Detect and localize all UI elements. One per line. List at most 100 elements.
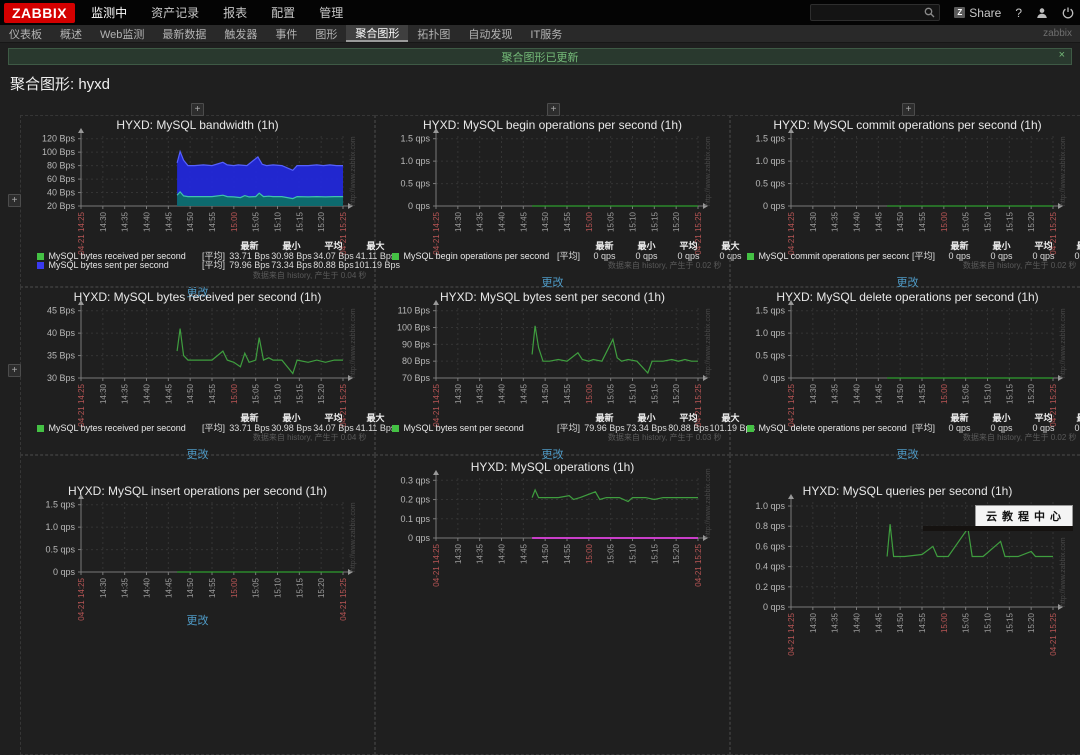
- top-right-controls: Z Share ?: [810, 4, 1074, 21]
- svg-text:14:45: 14:45: [874, 211, 883, 232]
- svg-text:1.5 qps: 1.5 qps: [400, 134, 430, 144]
- graph-panel-mysql-commit-ops: HYXD: MySQL commit operations per second…: [733, 116, 1080, 291]
- zabbix-logo[interactable]: ZABBIX: [4, 3, 75, 23]
- svg-text:04-21 14:25: 04-21 14:25: [787, 211, 796, 254]
- share-icon: Z: [954, 7, 965, 18]
- svg-text:14:30: 14:30: [98, 211, 107, 232]
- top-menu-item-2[interactable]: 报表: [223, 4, 247, 21]
- page-title: 聚合图形: hyxd: [10, 73, 1080, 94]
- svg-text:14:45: 14:45: [874, 383, 883, 404]
- nav-tab-2[interactable]: Web监测: [91, 25, 153, 42]
- svg-text:15:05: 15:05: [606, 211, 615, 232]
- svg-text:15:15: 15:15: [1005, 211, 1014, 232]
- nav-tab-9[interactable]: 自动发现: [459, 25, 521, 42]
- svg-text:14:50: 14:50: [186, 211, 195, 232]
- legend-value: 30.98 Bps: [271, 424, 313, 434]
- add-row-button-0[interactable]: +: [8, 194, 21, 207]
- svg-text:14:35: 14:35: [475, 383, 484, 404]
- close-icon[interactable]: ×: [1059, 49, 1065, 61]
- screen-cell: HYXD: MySQL queries per second (1h)04-21…: [730, 455, 1080, 755]
- top-bar: ZABBIX 监测中 资产记录 报表 配置 管理 Z Share ?: [0, 0, 1080, 25]
- svg-text:80 Bps: 80 Bps: [46, 161, 75, 171]
- top-menu-item-4[interactable]: 管理: [319, 4, 343, 21]
- search-box[interactable]: [810, 4, 940, 21]
- nav-tab-10[interactable]: IT服务: [521, 25, 571, 42]
- help-icon[interactable]: ?: [1015, 6, 1022, 20]
- nav-tab-1[interactable]: 概述: [51, 25, 91, 42]
- svg-text:15:00: 15:00: [584, 211, 593, 232]
- user-icon[interactable]: [1036, 7, 1048, 19]
- svg-text:120 Bps: 120 Bps: [41, 134, 75, 144]
- svg-text:1.5 qps: 1.5 qps: [755, 134, 785, 144]
- svg-text:14:30: 14:30: [808, 383, 817, 404]
- svg-text:1.0 qps: 1.0 qps: [755, 501, 785, 511]
- change-link[interactable]: 更改: [187, 615, 209, 627]
- svg-text:80 Bps: 80 Bps: [401, 356, 430, 366]
- top-menu-item-1[interactable]: 资产记录: [151, 4, 199, 21]
- svg-text:14:30: 14:30: [453, 211, 462, 232]
- add-column-button-2[interactable]: +: [902, 103, 915, 116]
- svg-text:40 Bps: 40 Bps: [46, 328, 75, 338]
- nav-tab-0[interactable]: 仪表板: [0, 25, 51, 42]
- nav-tab-6[interactable]: 图形: [306, 25, 346, 42]
- graph-title: HYXD: MySQL bandwidth (1h): [23, 118, 373, 132]
- signout-icon[interactable]: [1062, 7, 1074, 19]
- svg-text:14:35: 14:35: [830, 211, 839, 232]
- add-column-button-1[interactable]: +: [547, 103, 560, 116]
- nav-tab-3[interactable]: 最新数据: [153, 25, 215, 42]
- graph-title: HYXD: MySQL bytes received per second (1…: [23, 290, 373, 304]
- nav-tab-4[interactable]: 触发器: [215, 25, 266, 42]
- svg-text:15:10: 15:10: [273, 211, 282, 232]
- svg-text:14:55: 14:55: [208, 577, 217, 598]
- svg-text:14:30: 14:30: [808, 211, 817, 232]
- add-column-button-0[interactable]: +: [191, 103, 204, 116]
- svg-text:15:05: 15:05: [961, 383, 970, 404]
- svg-text:14:45: 14:45: [164, 383, 173, 404]
- svg-text:14:50: 14:50: [541, 543, 550, 564]
- svg-text:14:35: 14:35: [830, 383, 839, 404]
- legend-series-name: MySQL begin operations per second: [404, 252, 554, 262]
- corner-watermark: 云教程中心: [975, 505, 1073, 527]
- svg-text:14:40: 14:40: [142, 211, 151, 232]
- top-menu-item-0[interactable]: 监测中: [91, 4, 127, 21]
- svg-text:04-21 14:25: 04-21 14:25: [432, 543, 441, 586]
- add-row-button-1[interactable]: +: [8, 364, 21, 377]
- nav-tab-5[interactable]: 事件: [266, 25, 306, 42]
- graph-watermark: http://www.zabbix.com: [1060, 308, 1067, 378]
- svg-text:15:00: 15:00: [939, 211, 948, 232]
- svg-text:15:05: 15:05: [251, 383, 260, 404]
- legend-value: 0 qps: [584, 252, 626, 262]
- svg-text:15:20: 15:20: [1027, 383, 1036, 404]
- svg-text:15:00: 15:00: [229, 577, 238, 598]
- legend-value: 0 qps: [1023, 252, 1065, 262]
- nav-tab-8[interactable]: 拓扑图: [408, 25, 459, 42]
- search-icon[interactable]: [924, 7, 935, 18]
- svg-text:15:00: 15:00: [584, 383, 593, 404]
- svg-text:15:10: 15:10: [273, 383, 282, 404]
- nav-tab-7[interactable]: 聚合图形: [346, 25, 408, 42]
- corner-watermark-strip: [923, 526, 1073, 531]
- svg-text:60 Bps: 60 Bps: [46, 174, 75, 184]
- top-menu-item-3[interactable]: 配置: [271, 4, 295, 21]
- svg-text:90 Bps: 90 Bps: [401, 339, 430, 349]
- legend-series-name: MySQL commit operations per second: [759, 252, 909, 262]
- graph-title: HYXD: MySQL insert operations per second…: [23, 484, 373, 498]
- svg-text:0.3 qps: 0.3 qps: [400, 475, 430, 485]
- legend-series-func: [平均]: [199, 424, 229, 434]
- search-input[interactable]: [819, 7, 924, 19]
- legend-color-swatch: [37, 253, 44, 260]
- screen-cell: HYXD: MySQL bytes sent per second (1h)04…: [375, 287, 730, 455]
- share-button[interactable]: Z Share: [954, 6, 1001, 20]
- legend-value: 34.07 Bps: [313, 424, 355, 434]
